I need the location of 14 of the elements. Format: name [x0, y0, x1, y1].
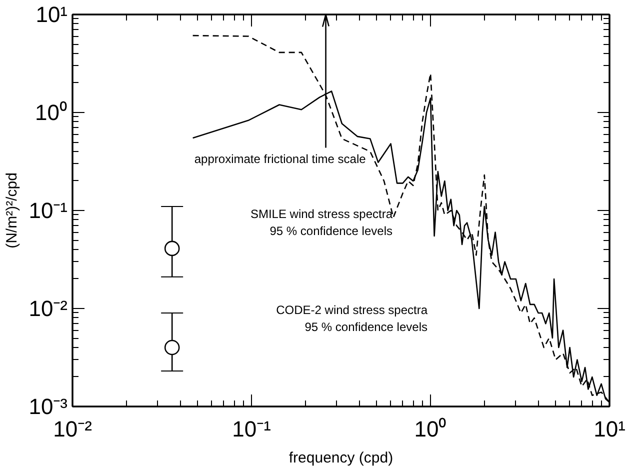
y-tick-label: 10¹ [36, 2, 68, 27]
y-axis-title: (N/m²)²/cpd [4, 172, 21, 248]
y-tick-label: 10⁻² [28, 296, 68, 321]
y-tick-label: 10⁰ [35, 100, 68, 125]
x-tick-label: 10⁻¹ [232, 416, 271, 442]
x-tick-label: 10⁻² [53, 416, 92, 442]
x-axis-title: frequency (cpd) [288, 450, 394, 466]
x-tick-label: 10⁰ [414, 416, 447, 442]
x-tick-label: 10¹ [594, 416, 626, 442]
annotation: CODE-2 wind stress spectra 95 % confidence levels [276, 303, 428, 334]
y-tick-label: 10⁻³ [28, 394, 68, 419]
annotation: SMILE wind stress spectra 95 % confidence levels [250, 207, 393, 238]
y-tick-label: 10⁻¹ [28, 198, 68, 223]
ref-line-label: approximate frictional time scale [194, 152, 366, 166]
